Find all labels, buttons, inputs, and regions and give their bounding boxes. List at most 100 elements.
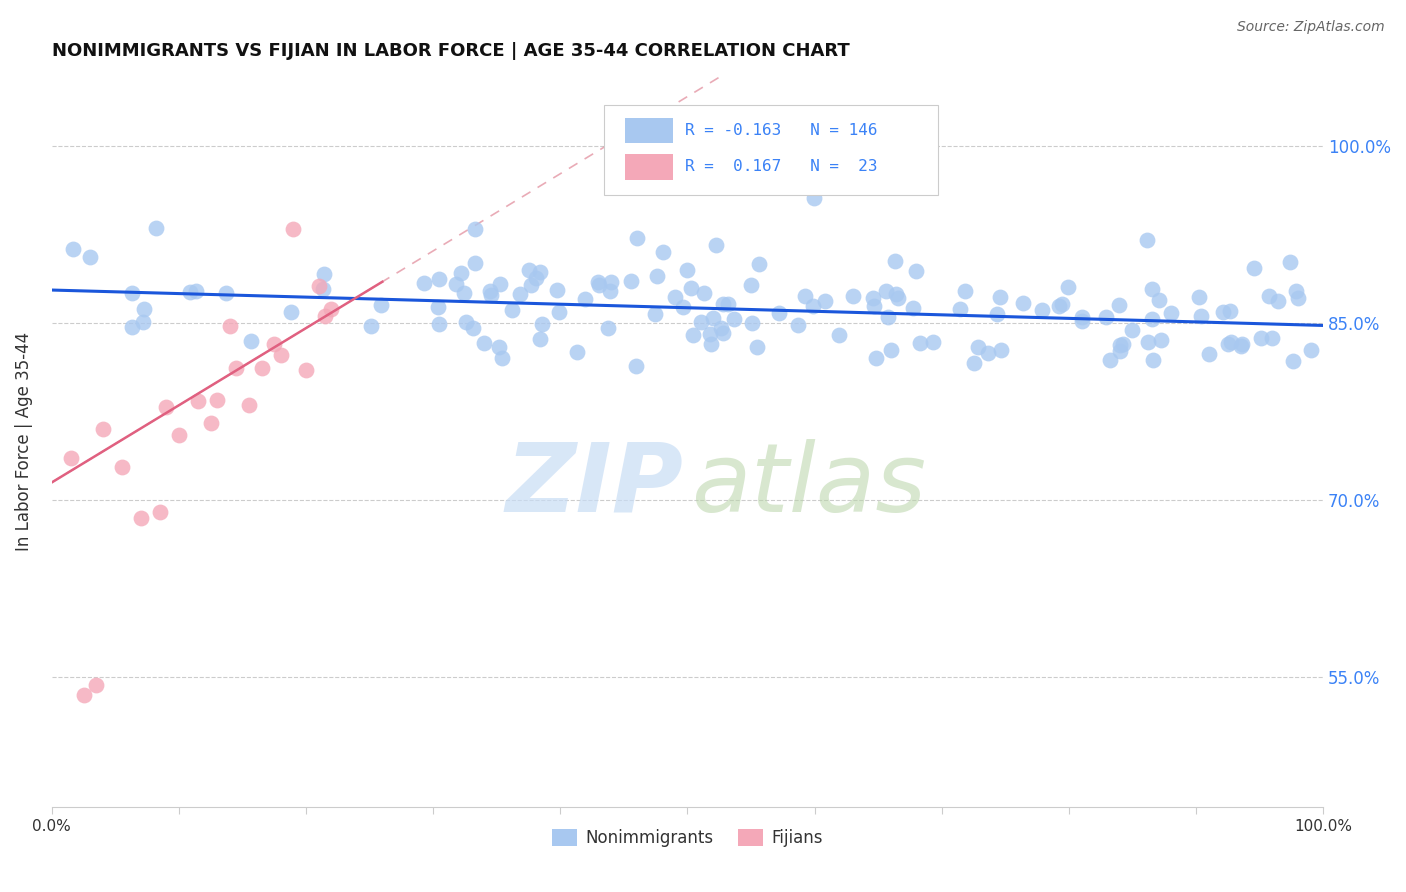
Point [1230,339,1253,353]
Point [588,278,610,293]
Point [842,289,865,303]
Point [62,242,84,256]
Point [1278,255,1301,269]
Point [1212,305,1234,319]
Point [1160,306,1182,320]
Point [1137,334,1160,349]
Point [986,308,1008,322]
Point [723,312,745,326]
Point [132,315,155,329]
Point [1140,312,1163,326]
Point [1112,337,1135,351]
Point [524,271,547,285]
Point [413,276,436,290]
Point [205,392,228,407]
Point [491,351,513,365]
Point [312,282,335,296]
Point [187,394,209,409]
Y-axis label: In Labor Force | Age 35-44: In Labor Force | Age 35-44 [15,332,32,550]
Point [711,326,734,340]
Point [1232,337,1254,351]
Point [444,277,467,292]
Point [321,302,343,317]
Point [702,310,724,325]
Point [693,285,716,300]
Point [955,284,977,298]
Point [699,336,721,351]
Point [530,317,553,331]
Point [1147,293,1170,307]
Point [463,256,485,270]
Point [463,321,485,335]
Point [672,300,695,314]
Point [1286,291,1309,305]
Point [149,506,172,520]
FancyBboxPatch shape [626,154,673,180]
Point [787,318,810,333]
Point [1258,288,1281,302]
Point [111,460,134,475]
Point [215,286,238,301]
Point [977,346,1000,360]
Point [479,287,502,301]
Point [1136,233,1159,247]
Point [59,450,82,465]
Point [599,285,621,299]
Point [529,332,551,346]
Text: NONIMMIGRANTS VS FIJIAN IN LABOR FORCE | AGE 35-44 CORRELATION CHART: NONIMMIGRANTS VS FIJIAN IN LABOR FORCE |… [52,42,849,60]
Point [664,290,686,304]
Point [1031,303,1053,318]
Point [862,291,884,305]
Point [803,190,825,204]
Point [741,316,763,330]
Point [314,267,336,281]
Point [283,221,305,235]
Point [880,343,903,357]
Point [129,511,152,525]
Point [801,299,824,313]
Point [472,336,495,351]
Point [427,271,450,285]
Point [360,318,382,333]
Point [1094,310,1116,324]
Point [225,361,247,376]
Point [745,340,768,354]
Legend: Nonimmigrants, Fijians: Nonimmigrants, Fijians [546,822,830,854]
Point [84,678,107,692]
Point [1198,347,1220,361]
Point [624,359,647,373]
Point [145,221,167,235]
Point [963,356,986,370]
Point [1071,310,1094,324]
Point [717,297,740,311]
Point [517,262,540,277]
Point [509,287,531,301]
Point [711,297,734,311]
Point [1150,334,1173,348]
Point [488,340,510,354]
Point [478,284,501,298]
Point [1057,280,1080,294]
Point [546,283,568,297]
Point [1047,299,1070,313]
Point [1250,331,1272,345]
Point [620,274,643,288]
Point [865,351,887,365]
Point [990,343,1012,358]
Point [1071,314,1094,328]
Point [814,294,837,309]
Point [295,363,318,377]
Point [238,398,260,412]
Text: Source: ZipAtlas.com: Source: ZipAtlas.com [1237,20,1385,34]
Text: atlas: atlas [692,439,927,532]
Point [263,336,285,351]
Point [599,275,621,289]
Point [710,321,733,335]
Point [740,278,762,293]
Point [966,340,988,354]
Point [682,328,704,343]
Point [1267,294,1289,309]
Point [1052,297,1074,311]
Point [988,290,1011,304]
Point [949,301,972,316]
